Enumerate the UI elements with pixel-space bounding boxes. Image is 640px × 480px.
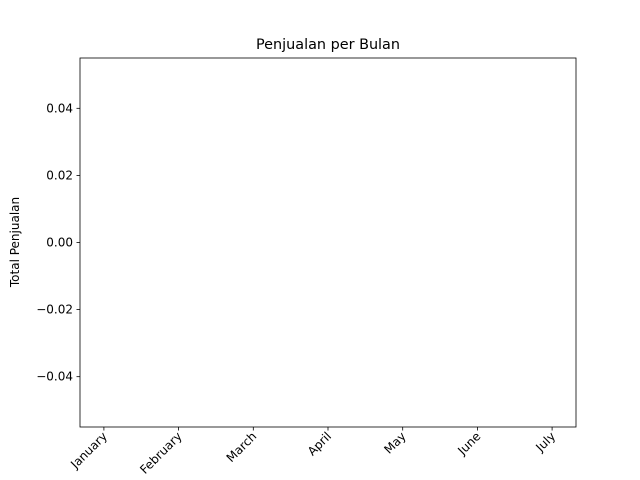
y-tick-label: −0.02 <box>36 303 73 317</box>
y-axis-label: Total Penjualan <box>8 197 22 288</box>
y-tick-label: 0.00 <box>46 236 73 250</box>
y-tick-label: 0.04 <box>46 101 73 115</box>
y-tick-label: 0.02 <box>46 168 73 182</box>
plot-frame <box>79 57 577 428</box>
y-tick-label: −0.04 <box>36 370 73 384</box>
chart-title: Penjualan per Bulan <box>256 37 400 53</box>
